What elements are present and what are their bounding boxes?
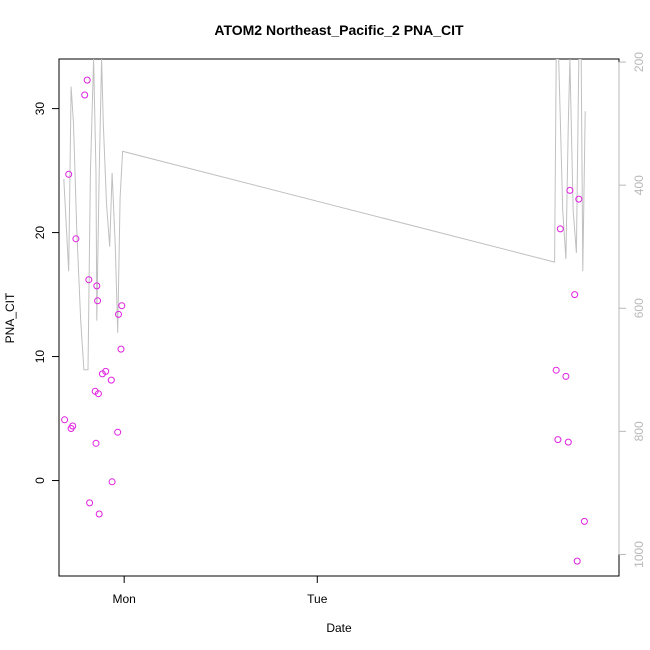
scatter-point xyxy=(118,302,126,310)
chart-title: ATOM2 Northeast_Pacific_2 PNA_CIT xyxy=(214,22,464,38)
scatter-point xyxy=(93,282,101,290)
scatter-point xyxy=(72,235,80,243)
y-axis-label: PNA_CIT xyxy=(3,292,17,343)
scatter-point xyxy=(86,499,94,507)
scatter-point xyxy=(85,276,93,284)
scatter-point xyxy=(575,195,583,203)
scatter-point xyxy=(554,436,562,444)
y-left-tick-label: 30 xyxy=(33,102,47,116)
scatter-point xyxy=(83,76,91,84)
scatter-point xyxy=(81,91,89,99)
y-right-tick-label: 200 xyxy=(632,52,646,72)
y-left-tick-label: 10 xyxy=(33,350,47,364)
scatter-point xyxy=(580,517,588,525)
scatter-point xyxy=(552,366,560,374)
series-line-1 xyxy=(63,59,586,371)
y-right-tick-label: 400 xyxy=(632,175,646,195)
plot-area xyxy=(61,59,588,565)
scatter-point xyxy=(571,291,579,299)
scatter-point xyxy=(117,345,125,353)
scatter-point xyxy=(556,225,564,233)
scatter-point xyxy=(92,439,100,447)
scatter-point xyxy=(108,478,116,486)
scatter-point xyxy=(115,310,122,318)
scatter-point xyxy=(94,390,102,398)
x-axis-label: Date xyxy=(326,621,352,635)
scatter-point xyxy=(65,170,73,178)
scatter-point xyxy=(94,297,102,305)
scatter-point xyxy=(69,422,77,430)
x-tick-label: Tue xyxy=(307,592,328,606)
y-right-tick-label: 800 xyxy=(632,421,646,441)
scatter-point xyxy=(566,186,574,194)
axes: 0 10 20 30 200 400 600 800 1000 Mon Tue xyxy=(33,52,646,606)
scatter-point xyxy=(95,510,103,518)
scatter-point xyxy=(573,557,581,565)
y-right-tick-label: 1000 xyxy=(632,541,646,568)
y-left-tick-label: 0 xyxy=(33,477,47,484)
y-left-tick-label: 20 xyxy=(33,226,47,240)
x-tick-label: Mon xyxy=(113,592,136,606)
scatter-point xyxy=(61,416,69,424)
y-right-tick-label: 600 xyxy=(632,298,646,318)
scatter-point xyxy=(107,376,115,384)
scatter-point xyxy=(114,428,122,436)
plot-frame xyxy=(58,58,620,577)
scatter-point xyxy=(562,372,570,380)
scatter-point xyxy=(102,367,110,375)
scatter-point xyxy=(564,438,572,446)
